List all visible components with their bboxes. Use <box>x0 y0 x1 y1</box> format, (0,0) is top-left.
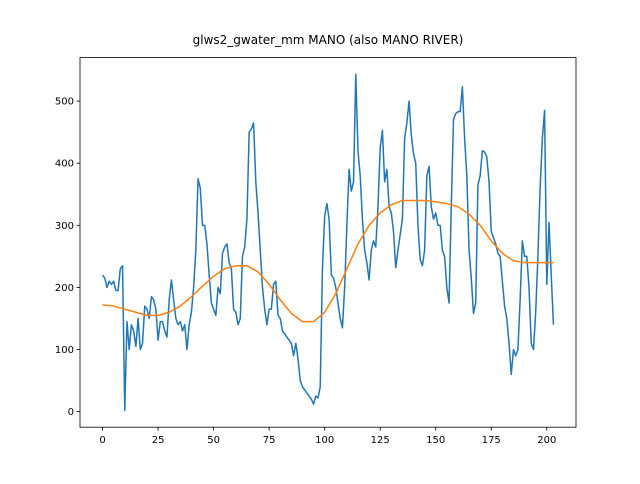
y-tick-label: 0 <box>68 407 74 418</box>
x-tick-label: 200 <box>537 435 556 446</box>
line-series <box>102 199 554 323</box>
axes-frame <box>79 57 577 428</box>
chart-title: glws2_gwater_mm MANO (also MANO RIVER) <box>193 33 464 47</box>
x-tick-label: 25 <box>152 435 165 446</box>
x-tick-label: 75 <box>263 435 276 446</box>
y-tick-label: 200 <box>55 283 74 294</box>
x-tick-label: 100 <box>315 435 334 446</box>
y-tick-label: 500 <box>55 97 74 108</box>
x-tick-label: 175 <box>482 435 501 446</box>
x-tick-label: 150 <box>426 435 445 446</box>
x-tick-label: 125 <box>371 435 390 446</box>
y-tick-label: 300 <box>55 221 74 232</box>
y-tick-label: 400 <box>55 159 74 170</box>
x-tick-label: 0 <box>99 435 105 446</box>
line-series <box>101 73 555 412</box>
y-tick-label: 100 <box>55 345 74 356</box>
x-tick-label: 50 <box>207 435 220 446</box>
